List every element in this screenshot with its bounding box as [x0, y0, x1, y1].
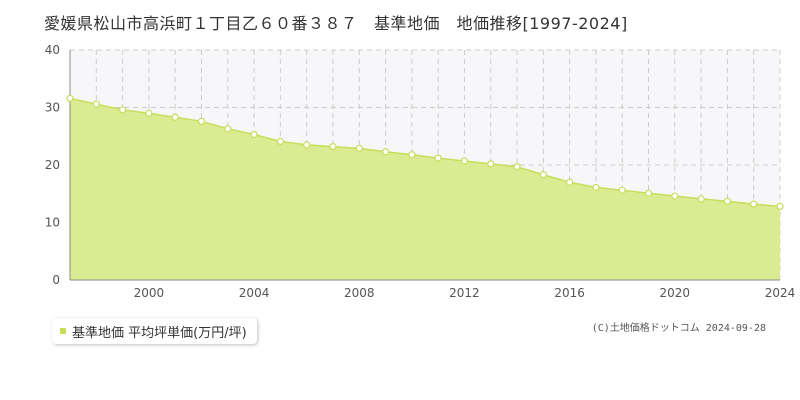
data-point	[250, 130, 258, 139]
data-point	[171, 113, 179, 121]
data-point	[513, 163, 521, 171]
y-tick-label: 40	[45, 43, 60, 57]
data-point	[434, 154, 442, 162]
data-point	[566, 178, 574, 186]
data-point	[671, 192, 679, 200]
data-point	[460, 157, 469, 165]
x-tick-label: 2024	[765, 286, 796, 300]
data-point	[92, 100, 100, 108]
y-tick-label: 0	[52, 273, 60, 287]
data-point	[145, 109, 153, 117]
y-tick-label: 10	[45, 216, 60, 230]
data-point	[408, 151, 416, 159]
data-point	[329, 143, 337, 151]
y-tick-label: 20	[45, 158, 60, 172]
data-point	[618, 186, 626, 194]
data-point	[592, 183, 600, 192]
legend: 基準地価 平均坪単価(万円/坪)	[52, 318, 257, 344]
chart-title: 愛媛県松山市高浜町１丁目乙６０番３８７ 基準地価 地価推移[1997-2024]	[44, 14, 628, 33]
data-point	[750, 200, 758, 208]
data-point	[197, 117, 206, 125]
data-point	[381, 148, 390, 156]
x-tick-label: 2016	[554, 286, 585, 300]
x-tick-label: 2008	[344, 286, 375, 300]
copyright-text: (C)土地価格ドットコム 2024-09-28	[591, 323, 766, 334]
data-point	[697, 195, 705, 203]
data-point	[644, 189, 653, 197]
data-point	[224, 125, 232, 133]
data-point	[276, 137, 284, 146]
x-tick-label: 2000	[134, 286, 165, 300]
x-tick-label: 2004	[239, 286, 270, 300]
legend-label: 基準地価 平均坪単価(万円/坪)	[72, 325, 247, 341]
data-point	[723, 197, 732, 205]
data-point	[539, 171, 547, 179]
data-point	[355, 144, 363, 152]
data-point	[487, 160, 495, 168]
data-point	[776, 202, 784, 210]
data-point	[118, 106, 127, 114]
data-point	[66, 94, 74, 102]
plot-upper-band	[70, 50, 780, 207]
x-tick-label: 2012	[449, 286, 480, 300]
x-tick-label: 2020	[660, 286, 691, 300]
legend-swatch	[60, 328, 66, 334]
series-area	[70, 98, 780, 280]
y-tick-label: 30	[45, 101, 60, 115]
series-line	[69, 97, 781, 208]
data-point	[303, 141, 311, 149]
